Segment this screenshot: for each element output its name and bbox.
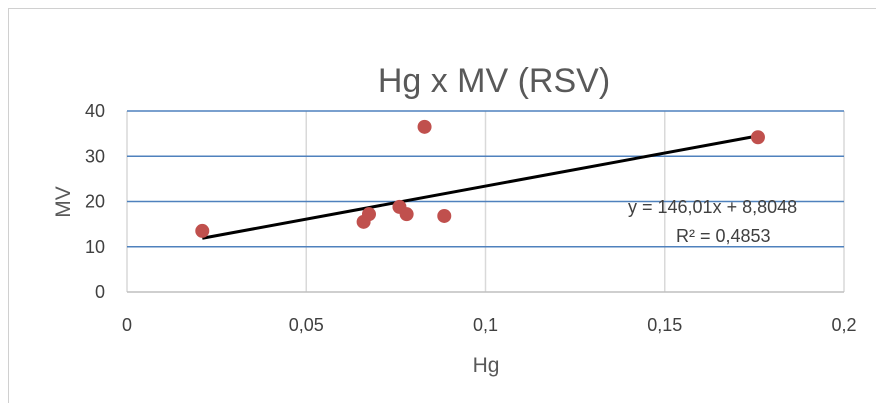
trendline-r-squared: R² = 0,4853 xyxy=(676,226,771,246)
x-tick-label: 0 xyxy=(122,315,132,335)
data-point xyxy=(399,207,414,222)
x-tick-labels: 0 0,05 0,1 0,15 0,2 xyxy=(122,315,857,335)
y-tick-label: 0 xyxy=(95,282,105,302)
chart-title: Hg x MV (RSV) xyxy=(378,62,610,100)
x-tick-label: 0,1 xyxy=(473,315,498,335)
data-point xyxy=(750,130,765,145)
data-point xyxy=(195,223,210,238)
chart-frame xyxy=(8,8,876,403)
data-point xyxy=(361,207,376,222)
y-tick-label: 10 xyxy=(85,237,105,257)
data-points xyxy=(195,119,765,238)
x-axis-label: Hg xyxy=(473,354,500,377)
x-tick-label: 0,05 xyxy=(289,315,324,335)
y-tick-labels: 0 10 20 30 40 xyxy=(85,101,105,302)
y-tick-label: 40 xyxy=(85,101,105,121)
trendline-equation: y = 146,01x + 8,8048 xyxy=(628,197,797,217)
x-tick-label: 0,15 xyxy=(647,315,682,335)
y-axis-label: MV xyxy=(52,186,75,218)
x-tick-label: 0,2 xyxy=(831,315,856,335)
data-point xyxy=(437,208,452,223)
data-point xyxy=(417,119,432,134)
trendline xyxy=(202,134,759,240)
y-tick-label: 20 xyxy=(85,192,105,212)
y-tick-label: 30 xyxy=(85,146,105,166)
grid-lines xyxy=(126,110,845,293)
